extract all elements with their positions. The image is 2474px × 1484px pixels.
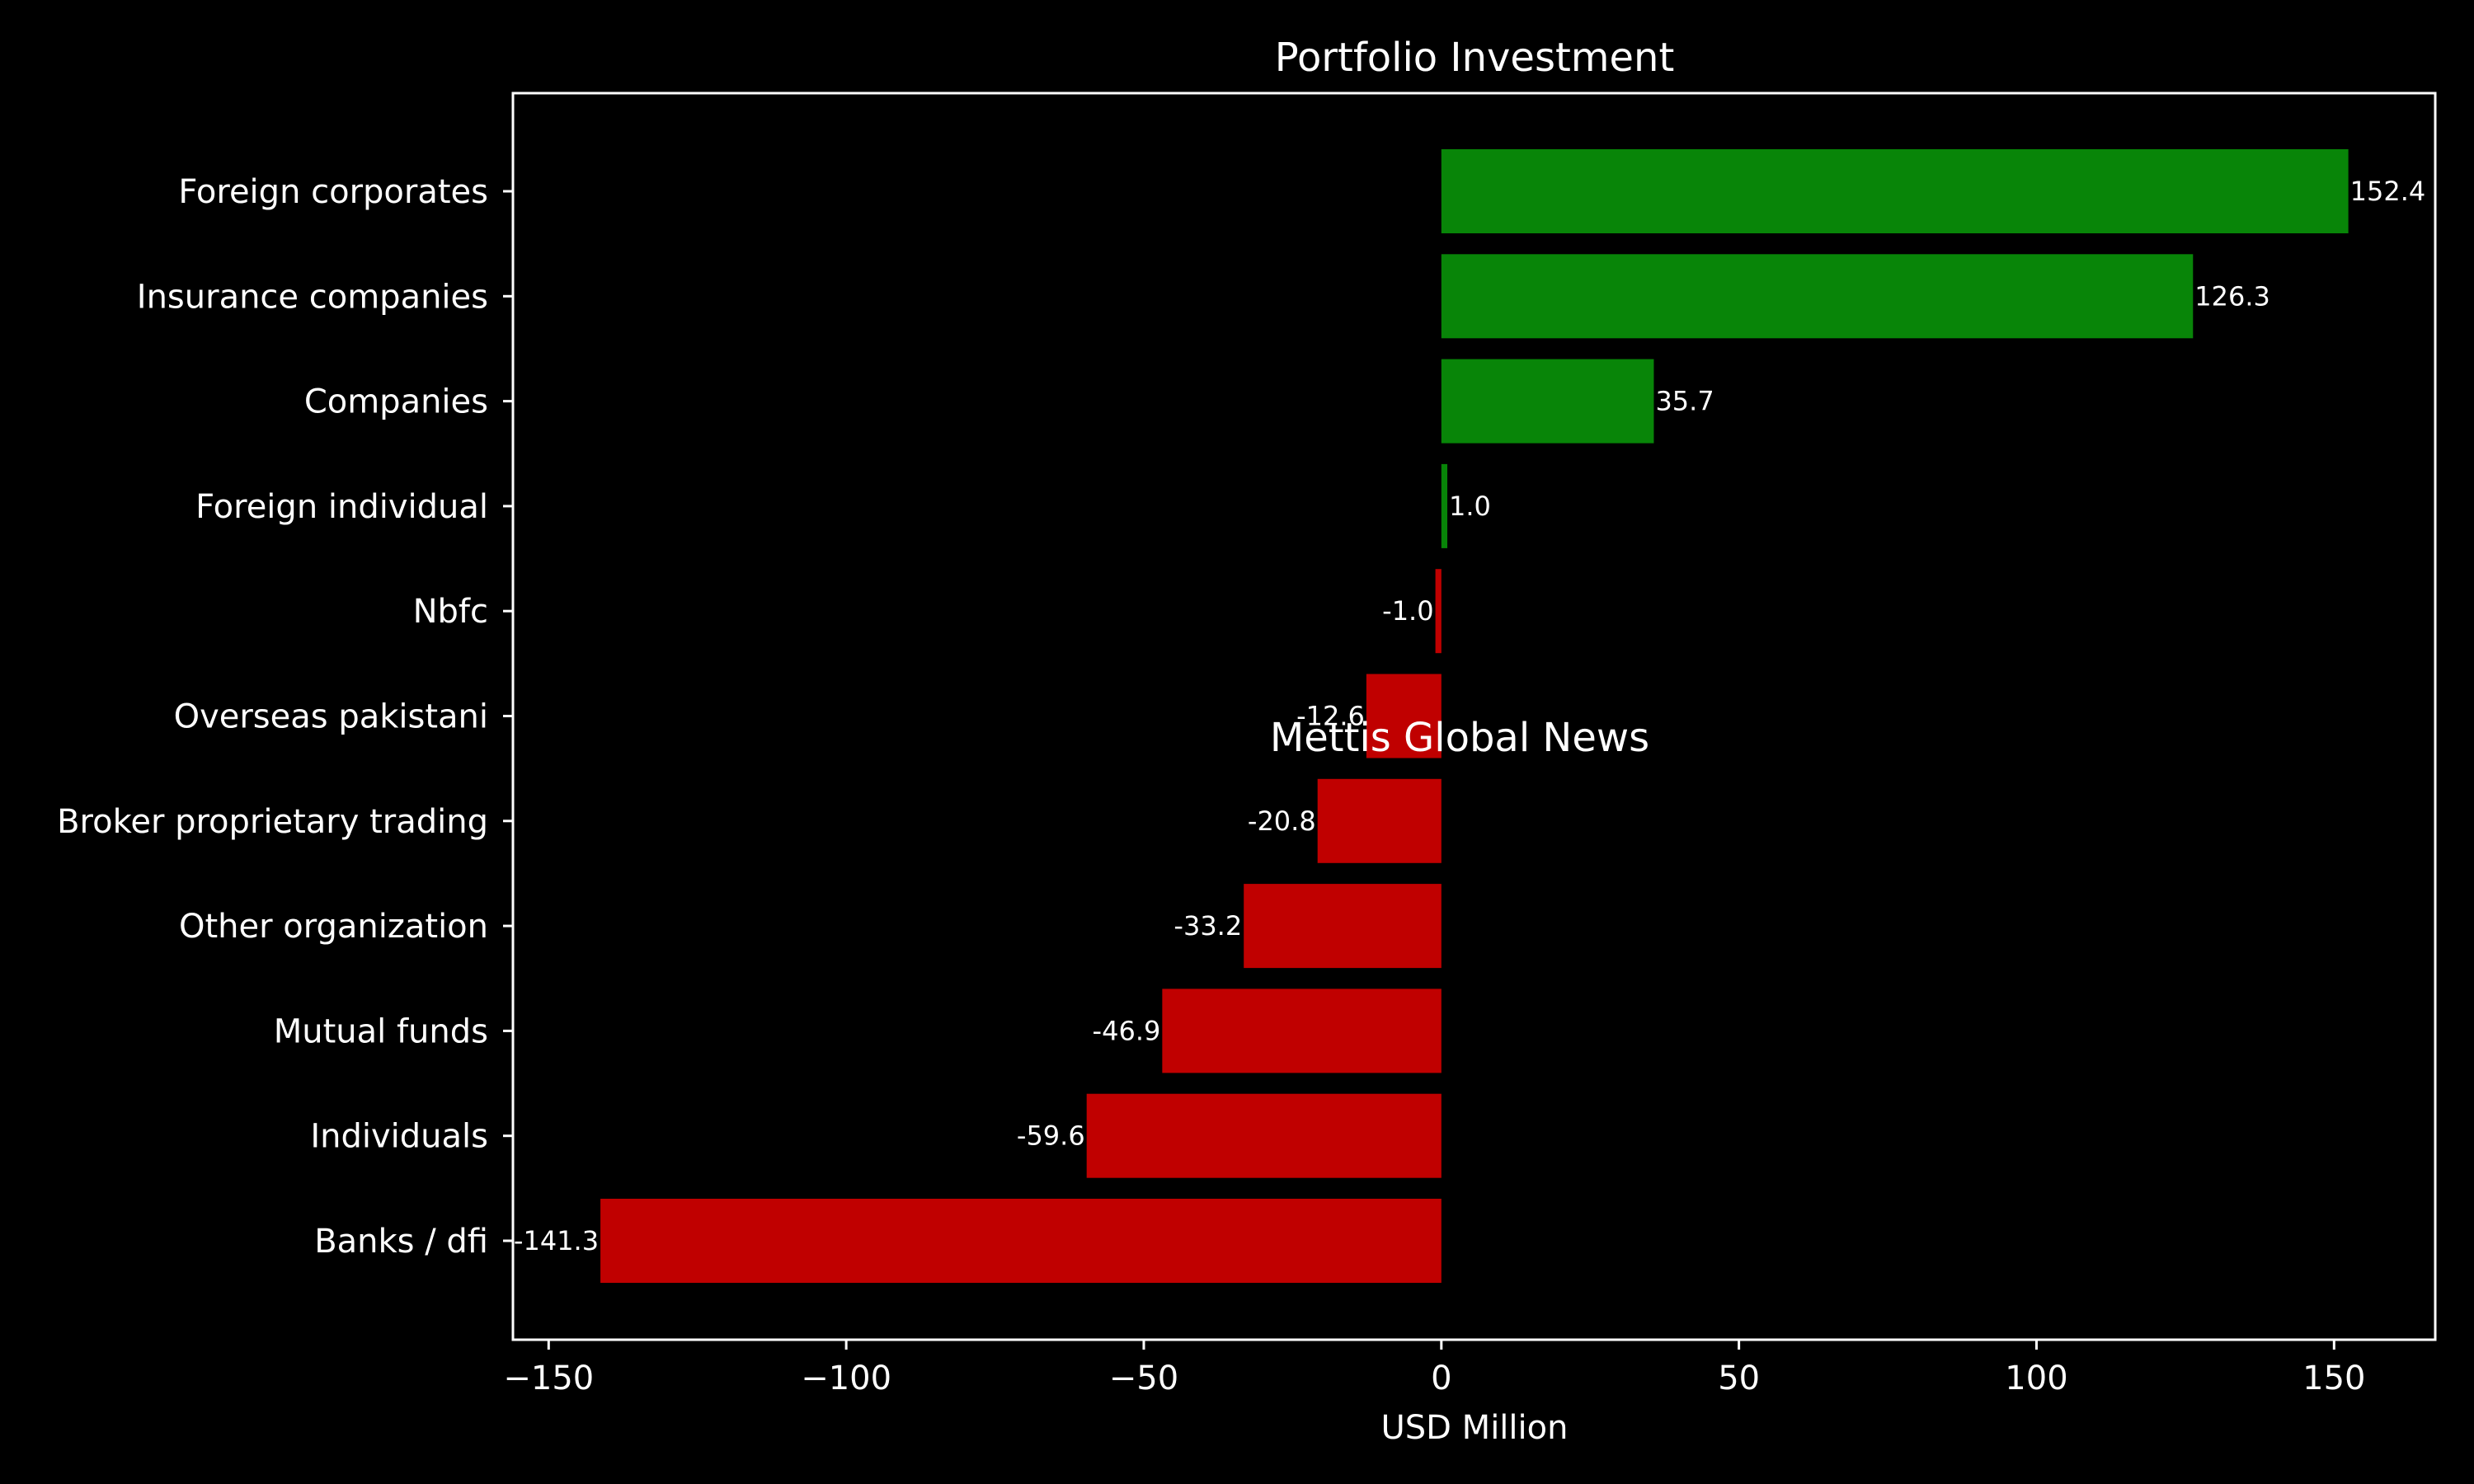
category-label: Companies: [304, 383, 488, 421]
category-label: Foreign individual: [195, 488, 488, 526]
x-tick-label: 50: [1718, 1360, 1760, 1397]
x-tick-label: 150: [2302, 1360, 2365, 1397]
data-label: -59.6: [1017, 1120, 1085, 1152]
data-label: -33.2: [1174, 910, 1242, 942]
data-label: -1.0: [1382, 595, 1433, 627]
bar: [1441, 463, 1448, 548]
data-label: 152.4: [2350, 176, 2426, 207]
data-label: 1.0: [1449, 491, 1491, 522]
bar: [1441, 149, 2349, 233]
data-labels: 152.4 126.3 35.7 1.0 -1.0 -12.6 -20.8 -33.2 -46.…: [514, 176, 2425, 1256]
bar: [1435, 569, 1442, 654]
category-label: Other organization: [179, 908, 488, 946]
chart-title: Portfolio Investment: [1275, 35, 1675, 81]
category-label: Nbfc: [413, 593, 488, 631]
data-label: -141.3: [514, 1225, 599, 1256]
category-label: Mutual funds: [274, 1012, 488, 1050]
bar: [600, 1199, 1442, 1283]
bar: [1366, 674, 1442, 758]
category-label: Broker proprietary trading: [57, 803, 488, 841]
category-label: Foreign corporates: [178, 173, 488, 211]
category-label: Overseas pakistani: [174, 698, 488, 736]
bar: [1086, 1093, 1442, 1178]
bar: [1317, 778, 1442, 863]
data-label: 126.3: [2194, 280, 2270, 312]
x-axis: −150 −100 −50 0 50 100 150: [503, 1340, 2365, 1397]
x-tick-label: −50: [1109, 1360, 1178, 1397]
bar: [1244, 884, 1442, 969]
x-axis-label: USD Million: [1381, 1409, 1569, 1447]
plot-area: 152.4 126.3 35.7 1.0 -1.0 -12.6 -20.8 -33.2 -46.…: [57, 92, 2437, 1397]
data-label: -20.8: [1248, 805, 1316, 837]
x-tick-label: 100: [2005, 1360, 2067, 1397]
bar: [1441, 359, 1654, 444]
category-label: Individuals: [310, 1118, 488, 1156]
data-label: -46.9: [1093, 1015, 1161, 1046]
category-label: Banks / dfi: [314, 1223, 488, 1261]
category-label: Insurance companies: [137, 278, 488, 316]
watermark: Mettis Global News: [1270, 715, 1649, 761]
data-label: 35.7: [1655, 386, 1714, 417]
x-tick-label: −100: [801, 1360, 891, 1397]
bar: [1162, 989, 1442, 1073]
data-label: -12.6: [1296, 701, 1365, 732]
x-tick-label: 0: [1431, 1360, 1451, 1397]
bars: [600, 149, 2349, 1283]
y-axis: Foreign corporates Insurance companies Co…: [57, 173, 513, 1261]
bar: [1441, 254, 2194, 339]
x-tick-label: −150: [503, 1360, 594, 1397]
